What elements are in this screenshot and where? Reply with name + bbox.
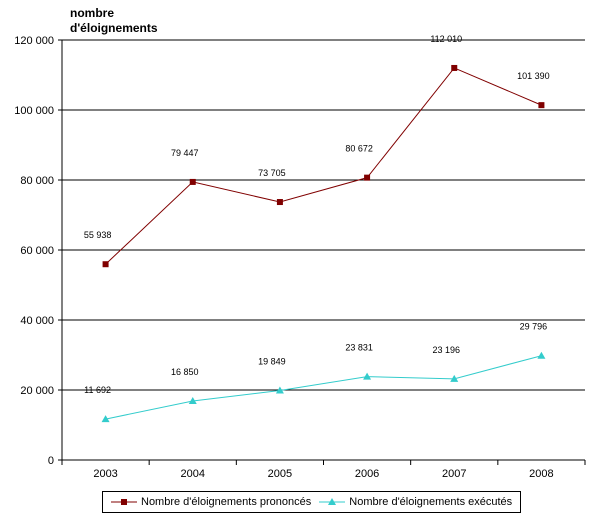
y-tick-label: 60 000: [20, 245, 54, 257]
series-line-0: [105, 67, 542, 265]
data-point-square: [276, 199, 283, 206]
y-axis-title: nombre d'éloignements: [70, 6, 158, 36]
legend-swatch-triangle-icon: [319, 498, 346, 505]
data-point-square: [364, 174, 371, 181]
data-point-square: [102, 261, 109, 268]
legend-item-executes: Nombre d'éloignements exécutés: [319, 496, 512, 508]
data-point-square: [451, 64, 458, 71]
series-line-1: [105, 355, 542, 420]
legend-label-executes: Nombre d'éloignements exécutés: [349, 496, 513, 508]
data-point-triangle: [188, 397, 197, 405]
data-point-triangle: [363, 372, 372, 380]
data-label: 23 831: [345, 343, 373, 353]
legend: Nombre d'éloignements prononcés Nombre d…: [102, 491, 522, 513]
x-tick-label: 2005: [268, 468, 292, 480]
y-tick-label: 100 000: [14, 105, 54, 117]
data-point-triangle: [537, 351, 546, 359]
y-tick-label: 120 000: [14, 35, 54, 47]
x-tick-label: 2004: [181, 468, 205, 480]
y-axis-title-line: nombre: [70, 6, 115, 20]
data-label: 23 196: [432, 345, 460, 355]
data-point-square: [189, 178, 196, 185]
data-point-triangle: [101, 415, 110, 423]
data-label: 101 390: [517, 71, 550, 81]
x-tick-label: 2006: [355, 468, 379, 480]
y-tick-label: 80 000: [20, 175, 54, 187]
data-label: 19 849: [258, 357, 286, 367]
x-tick-label: 2003: [93, 468, 117, 480]
legend-label-prononces: Nombre d'éloignements prononcés: [141, 496, 312, 508]
data-point-triangle: [275, 386, 284, 394]
x-tick-label: 2008: [529, 468, 553, 480]
y-axis-title-line: d'éloignements: [70, 21, 158, 35]
legend-swatch-square-icon: [111, 499, 137, 505]
legend-item-prononces: Nombre d'éloignements prononcés: [111, 496, 311, 508]
data-label: 79 447: [171, 148, 199, 158]
x-tick-label: 2007: [442, 468, 466, 480]
data-point-triangle: [450, 374, 459, 382]
data-label: 55 938: [84, 230, 112, 240]
data-label: 29 796: [520, 322, 548, 332]
y-tick-label: 40 000: [20, 315, 54, 327]
data-point-square: [538, 102, 545, 109]
data-label: 73 705: [258, 168, 286, 178]
y-tick-label: 0: [48, 455, 54, 467]
data-label: 112 010: [430, 34, 462, 44]
data-label: 80 672: [345, 144, 373, 154]
data-label: 16 850: [171, 367, 199, 377]
data-label: 11 692: [84, 385, 111, 395]
y-tick-label: 20 000: [20, 385, 54, 397]
